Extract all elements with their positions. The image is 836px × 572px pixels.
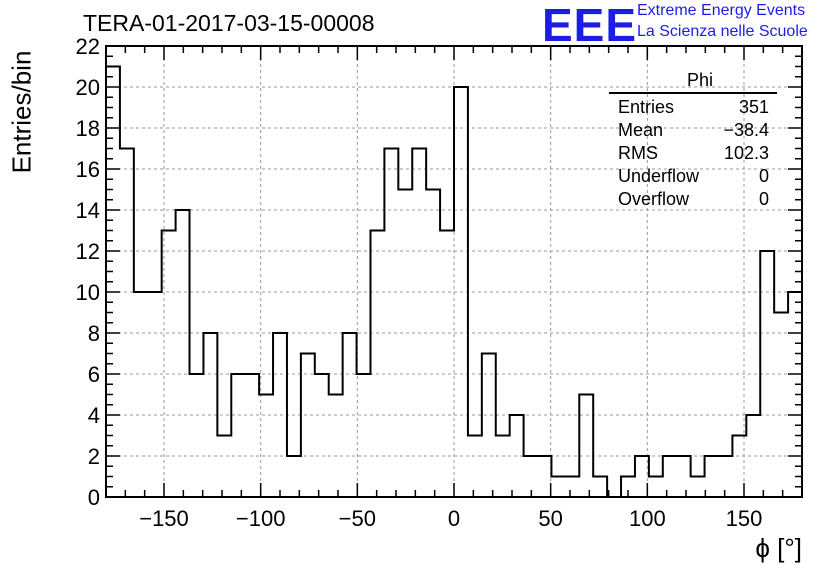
- stats-row-underflow: Underflow 0: [609, 165, 777, 188]
- stats-title: Phi: [686, 70, 713, 90]
- histogram-bin: [482, 354, 496, 498]
- histogram-bin: [162, 231, 176, 498]
- histogram-bin: [496, 436, 510, 498]
- y-tick-label: 12: [76, 239, 100, 264]
- histogram-bin: [217, 436, 231, 498]
- histogram-bin: [565, 477, 579, 498]
- stats-label: Entries: [618, 97, 675, 117]
- histogram-bin: [384, 149, 398, 498]
- stats-value: 102.3: [723, 143, 769, 163]
- histogram-bin: [398, 190, 412, 498]
- x-axis-label: ϕ [°]: [755, 533, 802, 563]
- histogram-bin: [231, 374, 245, 497]
- histogram-bin: [454, 87, 468, 497]
- stats-value: 0: [758, 166, 769, 186]
- histogram-bin: [315, 374, 329, 497]
- x-tick-label: −150: [139, 506, 189, 531]
- histogram-bin: [593, 477, 607, 498]
- histogram-bin: [538, 456, 552, 497]
- histogram-bin: [705, 456, 719, 497]
- histogram-bin: [329, 395, 343, 498]
- histogram-bin: [120, 149, 134, 498]
- y-axis-label: Entries/bin: [6, 50, 37, 174]
- histogram-bin: [370, 231, 384, 498]
- histogram-bin: [176, 210, 190, 497]
- histogram-bin: [273, 333, 287, 497]
- histogram-bin: [691, 477, 705, 498]
- stats-box: Phi Entries 351 Mean −38.4 RMS 102.3 Und…: [609, 70, 777, 211]
- y-tick-label: 10: [76, 280, 100, 305]
- stats-row-mean: Mean −38.4: [609, 119, 777, 142]
- histogram-bin: [148, 292, 162, 497]
- stats-value: 0: [758, 189, 769, 209]
- histogram-bin: [677, 456, 691, 497]
- stats-label: Mean: [618, 120, 664, 140]
- y-tick-label: 4: [88, 403, 100, 428]
- stats-row-entries: Entries 351: [609, 96, 777, 119]
- x-tick-label: 100: [629, 506, 666, 531]
- y-tick-label: 20: [76, 75, 100, 100]
- x-tick-label: 50: [538, 506, 562, 531]
- histogram-bin: [426, 190, 440, 498]
- stats-value: −38.4: [723, 120, 769, 140]
- histogram-bin: [203, 333, 217, 497]
- x-tick-labels: −150 −100 −50 0 50 100 150: [139, 506, 762, 531]
- histogram-bin: [510, 415, 524, 497]
- histogram-bin: [440, 231, 454, 498]
- x-tick-label: 150: [726, 506, 763, 531]
- stats-row-overflow: Overflow 0: [609, 188, 777, 211]
- histogram-series: [105, 65, 803, 498]
- histogram-bin: [357, 374, 371, 497]
- y-tick-label: 0: [88, 485, 100, 510]
- stats-label: Overflow: [618, 189, 690, 209]
- histogram-bin: [551, 477, 565, 498]
- stats-value: 351: [738, 97, 769, 117]
- plot-frame: [105, 45, 803, 498]
- stats-divider: [609, 92, 777, 94]
- y-tick-label: 16: [76, 157, 100, 182]
- y-tick-label: 6: [88, 362, 100, 387]
- histogram-outline: [105, 65, 803, 498]
- x-tick-label: −50: [339, 506, 376, 531]
- y-tick-label: 18: [76, 116, 100, 141]
- y-tick-labels: 0 2 4 6 8 10 12 14 16 18 20 22: [76, 34, 100, 510]
- histogram-bin: [718, 456, 732, 497]
- y-tick-label: 2: [88, 444, 100, 469]
- histogram-bin: [301, 354, 315, 498]
- histogram-bin: [412, 149, 426, 498]
- histogram-bin: [468, 436, 482, 498]
- stats-label: Underflow: [618, 166, 700, 186]
- x-tick-label: 0: [448, 506, 460, 531]
- histogram-bin: [134, 292, 148, 497]
- eee-logo: EEE: [542, 0, 638, 51]
- stats-label: RMS: [618, 143, 658, 163]
- stats-row-rms: RMS 102.3: [609, 142, 777, 165]
- histogram-bin: [524, 456, 538, 497]
- chart-title: TERA-01-2017-03-15-00008: [83, 10, 375, 36]
- histogram-bin: [190, 374, 204, 497]
- histogram-bin: [774, 313, 788, 498]
- logo-line-2: La Scienza nelle Scuole: [637, 23, 808, 40]
- logo-line-1: Extreme Energy Events: [637, 2, 806, 19]
- x-tick-label: −100: [236, 506, 286, 531]
- histogram-bin: [343, 333, 357, 497]
- histogram-bin: [579, 395, 593, 498]
- histogram-bin: [760, 251, 774, 497]
- histogram-bin: [259, 395, 273, 498]
- histogram-bin: [663, 456, 677, 497]
- histogram-bin: [649, 477, 663, 498]
- y-tick-label: 14: [76, 198, 100, 223]
- histogram-bin: [746, 415, 760, 497]
- histogram-bin: [245, 374, 259, 497]
- y-tick-label: 22: [76, 34, 100, 59]
- y-tick-label: 8: [88, 321, 100, 346]
